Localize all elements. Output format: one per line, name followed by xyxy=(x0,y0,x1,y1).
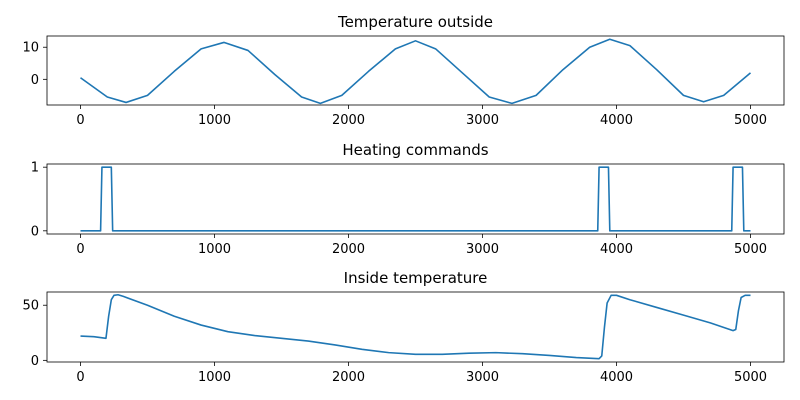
x-tick-label: 1000 xyxy=(198,242,231,257)
series-line xyxy=(80,38,752,105)
y-tick-label: 10 xyxy=(22,41,39,56)
x-tick: 4000 xyxy=(600,362,633,385)
y-tick: 0 xyxy=(31,73,47,88)
x-tick: 3000 xyxy=(466,105,499,128)
x-tick-label: 4000 xyxy=(600,370,633,385)
series-line xyxy=(80,166,751,232)
x-tick-label: 2000 xyxy=(332,370,365,385)
x-tick: 4000 xyxy=(600,234,633,257)
chart-title: Temperature outside xyxy=(337,13,493,31)
y-tick-label: 1 xyxy=(31,161,39,176)
x-tick-label: 0 xyxy=(76,113,84,128)
y-tick: 10 xyxy=(22,41,47,56)
series-line xyxy=(80,293,751,360)
x-tick: 5000 xyxy=(734,362,767,385)
chart-title: Inside temperature xyxy=(344,269,488,287)
x-tick-label: 5000 xyxy=(734,242,767,257)
x-tick: 1000 xyxy=(198,105,231,128)
y-tick-label: 0 xyxy=(31,354,39,369)
x-tick: 3000 xyxy=(466,234,499,257)
x-tick-label: 5000 xyxy=(734,370,767,385)
x-tick-label: 2000 xyxy=(332,113,365,128)
x-tick-label: 3000 xyxy=(466,370,499,385)
plot-frame xyxy=(46,35,785,106)
x-tick: 0 xyxy=(76,234,85,257)
x-tick-label: 4000 xyxy=(600,242,633,257)
x-tick: 3000 xyxy=(466,362,499,385)
y-tick-label: 0 xyxy=(31,224,39,239)
y-tick: 0 xyxy=(31,224,47,239)
x-tick: 1000 xyxy=(198,234,231,257)
x-tick: 4000 xyxy=(600,105,633,128)
x-tick: 5000 xyxy=(734,234,767,257)
x-tick-label: 3000 xyxy=(466,113,499,128)
plot-frame xyxy=(46,291,785,363)
x-tick-label: 1000 xyxy=(198,370,231,385)
y-tick: 0 xyxy=(31,354,47,369)
x-tick: 5000 xyxy=(734,105,767,128)
x-tick: 0 xyxy=(76,362,85,385)
x-tick: 1000 xyxy=(198,362,231,385)
x-tick: 2000 xyxy=(332,234,365,257)
x-tick-label: 4000 xyxy=(600,113,633,128)
x-tick-label: 5000 xyxy=(734,113,767,128)
x-tick-label: 3000 xyxy=(466,242,499,257)
x-tick-label: 2000 xyxy=(332,242,365,257)
x-tick-label: 0 xyxy=(76,242,84,257)
x-tick: 0 xyxy=(76,105,85,128)
x-tick: 2000 xyxy=(332,105,365,128)
panel-3: Inside temperature 0 1000 2000 3000 4000 5000 0… xyxy=(22,269,785,385)
y-tick-label: 0 xyxy=(31,73,39,88)
y-tick: 50 xyxy=(22,299,47,314)
panel-2: Heating commands 0 1000 2000 3000 4000 5000 0 1 xyxy=(31,141,785,257)
x-tick: 2000 xyxy=(332,362,365,385)
y-tick-label: 50 xyxy=(22,299,39,314)
plot-frame xyxy=(46,163,785,235)
x-tick-label: 1000 xyxy=(198,113,231,128)
chart-title: Heating commands xyxy=(342,141,488,159)
x-tick-label: 0 xyxy=(76,370,84,385)
y-tick: 1 xyxy=(31,161,47,176)
panel-1: Temperature outside 0 1000 2000 3000 4000 5000… xyxy=(22,13,785,128)
